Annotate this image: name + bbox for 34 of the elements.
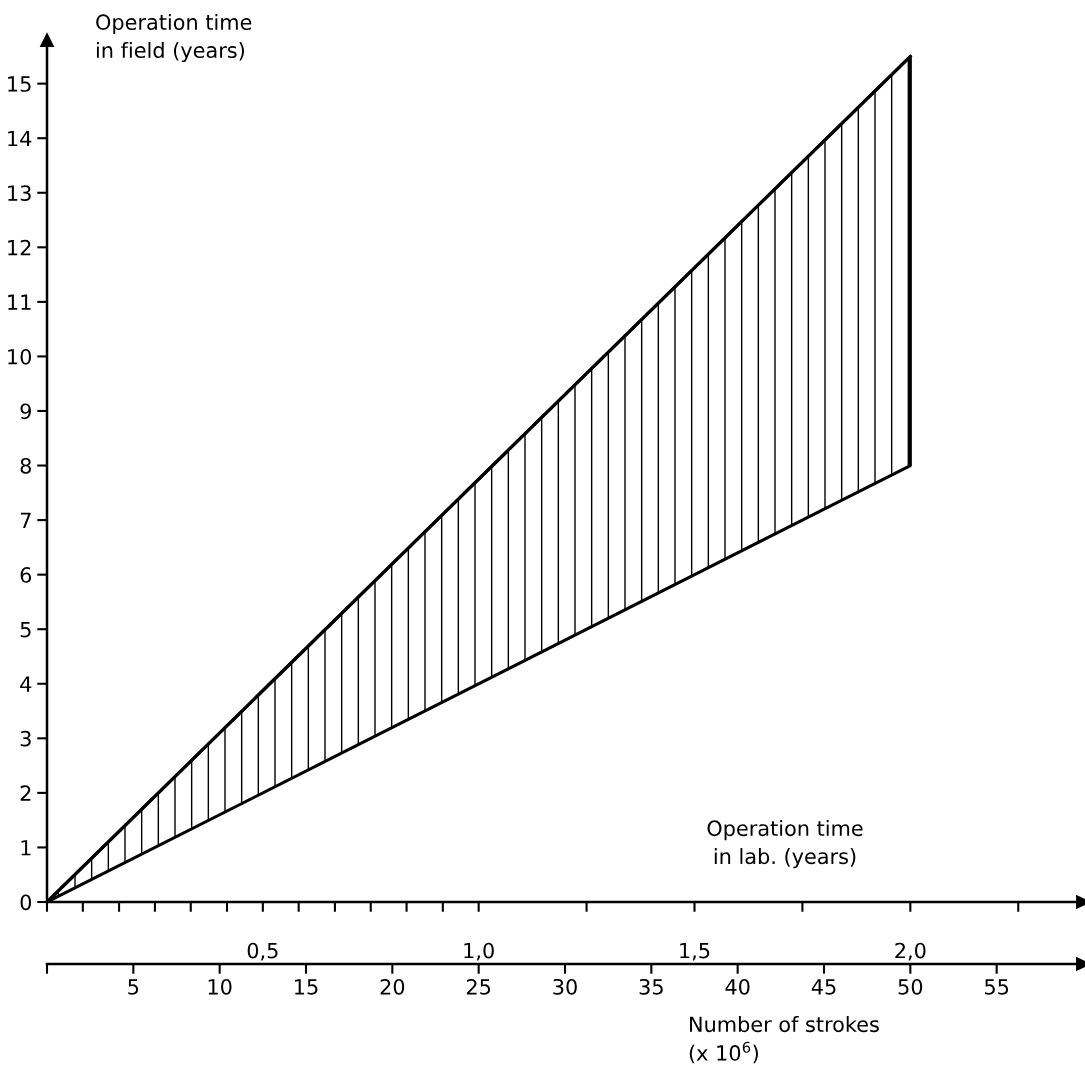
x2-tick-label: 20 [380, 978, 405, 995]
x2-tick-label: 45 [811, 979, 836, 995]
y-tick-label: 13 [8, 185, 31, 201]
x2-tick-label: 35 [639, 978, 663, 995]
x2-tick-label: 55 [985, 979, 1009, 995]
y-tick-label: 1 [21, 840, 31, 856]
y-tick-label: 4 [20, 676, 32, 692]
x-tick-label: 1,5 [680, 942, 710, 961]
y-tick-label: 2 [20, 785, 31, 801]
y-tick-label: 10 [8, 348, 32, 365]
y-tick-label: 6 [20, 567, 32, 583]
y-tick-label: 8 [20, 458, 31, 474]
y-tick-label: 15 [8, 76, 31, 92]
y-tick-label: 12 [8, 239, 31, 256]
y-tick-label: 7 [20, 512, 31, 529]
y-tick-label: 5 [20, 621, 31, 638]
x-tick-label: 0,5 [247, 942, 278, 961]
y-tick-label: 14 [8, 130, 32, 147]
x2-tick-label: 30 [553, 978, 577, 995]
x2-tick-label: 15 [295, 979, 318, 995]
y-tick-label: 11 [8, 294, 31, 310]
y-tick-label: 9 [20, 403, 31, 420]
x-axis-title: Operation time in lab. (years) [707, 820, 863, 869]
x2-tick-label: 25 [466, 978, 491, 995]
x2-axis-title: Number of strokes (x 10$^{6}$) [689, 1016, 879, 1064]
y-tick-label: 3 [20, 730, 31, 747]
y-tick-label: 0 [20, 894, 32, 911]
x-tick-label: 2,0 [895, 942, 926, 961]
x2-tick-label: 50 [898, 978, 923, 995]
x-tick-label: 1,0 [464, 942, 494, 961]
y-axis-title: Operation time in field (years) [96, 13, 252, 63]
x2-tick-label: 10 [208, 978, 232, 995]
x2-tick-label: 40 [725, 978, 750, 995]
x2-tick-label: 5 [128, 979, 139, 995]
